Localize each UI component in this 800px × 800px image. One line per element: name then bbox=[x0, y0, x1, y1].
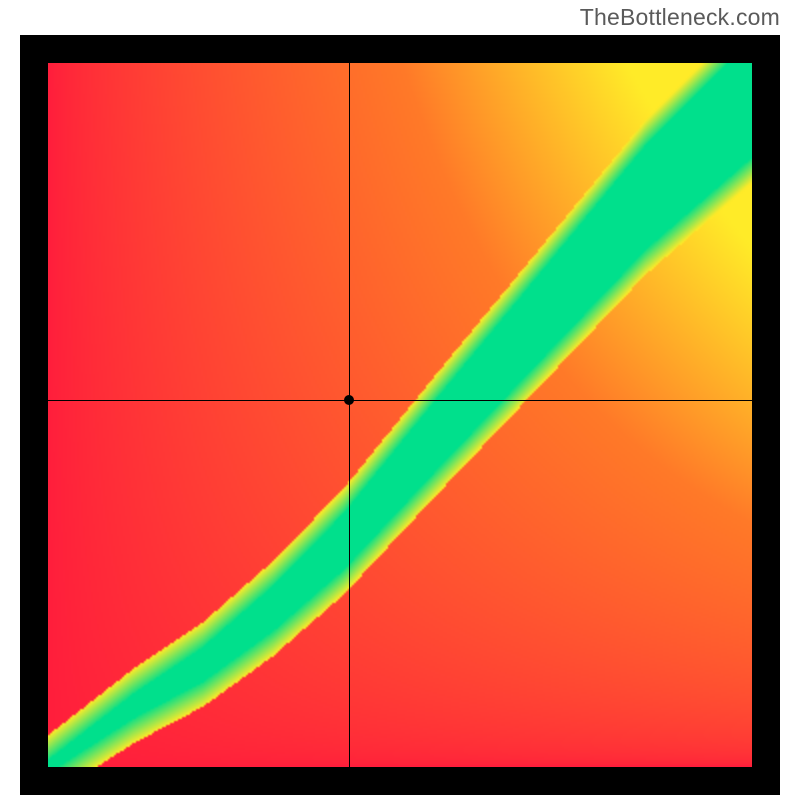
crosshair-dot bbox=[344, 395, 354, 405]
crosshair-vertical bbox=[349, 63, 350, 767]
heatmap-canvas bbox=[48, 63, 752, 767]
chart-container: TheBottleneck.com bbox=[0, 0, 800, 800]
crosshair-horizontal bbox=[48, 400, 752, 401]
plot-frame bbox=[20, 35, 780, 795]
watermark-text: TheBottleneck.com bbox=[580, 4, 780, 31]
